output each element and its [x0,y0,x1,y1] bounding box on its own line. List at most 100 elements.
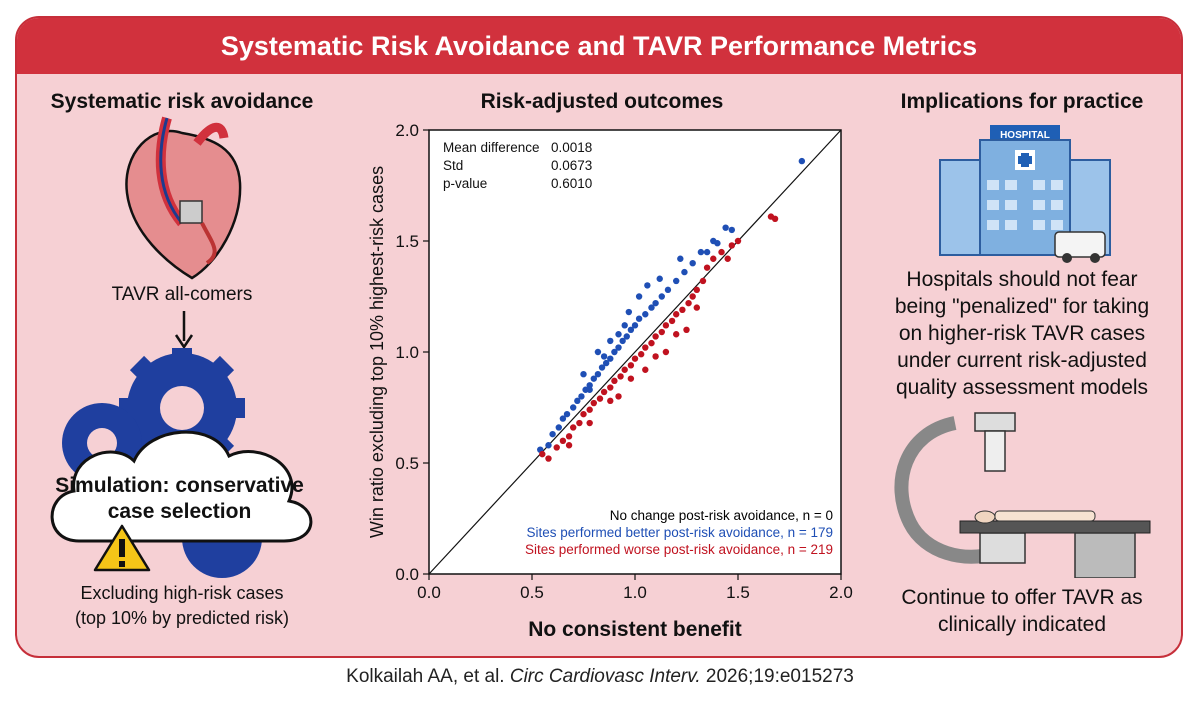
data-point [627,326,635,333]
data-point [710,255,717,262]
implications-text: Hospitals should not fear being "penaliz… [867,266,1177,401]
data-point [623,333,630,340]
data-point [637,351,645,358]
data-point [718,248,725,256]
heart-caption: TAVR all-comers [111,284,253,305]
data-point [555,424,562,431]
data-point [648,339,655,347]
data-point [617,373,624,380]
implications-line4: under current risk-adjusted [897,349,1147,372]
citation-authors: Kolkailah AA, et al. [346,666,505,687]
data-point [677,255,684,262]
data-point [658,293,665,300]
citation: Kolkailah AA, et al. Circ Cardiovasc Int… [0,666,1200,688]
data-point [559,415,567,422]
data-point [586,419,593,427]
data-point [681,268,688,276]
stat-value: 0.0018 [551,140,592,155]
data-point [631,355,639,362]
excluding-text: Excluding high-risk cases (top 10% by pr… [27,581,337,631]
data-point [539,450,546,458]
down-arrow-icon [174,311,194,350]
data-point [607,384,614,391]
data-point [545,455,552,462]
x-tick-label: 0.5 [520,583,544,602]
stat-label: p-value [443,176,487,191]
data-point [621,322,628,329]
data-point [565,433,573,440]
data-point [689,260,696,267]
hospital-icon: HOSPITAL [939,125,1111,263]
data-point [600,388,608,396]
data-point [580,371,587,378]
data-point [693,286,700,294]
data-point [714,240,721,247]
data-point [627,362,635,369]
cloud-text-line2: case selection [107,500,252,523]
citation-details: 2026;19:e015273 [705,666,854,687]
cloud-shape [50,430,313,543]
data-point [699,277,707,285]
data-point [607,397,614,405]
data-point [602,359,610,367]
data-point [771,215,779,222]
data-point [600,353,608,360]
y-tick-label: 1.5 [395,232,419,251]
implications-line1: Hospitals should not fear [906,268,1138,291]
data-point [673,311,680,318]
data-point [642,366,649,373]
data-point [697,248,705,256]
legend-entry: Sites performed worse post-risk avoidanc… [525,542,833,557]
data-point [656,275,663,282]
data-point [607,337,614,345]
excluding-line2: (top 10% by predicted risk) [74,608,290,628]
implications-line2: being "penalized" for taking [894,295,1150,318]
data-point [693,304,700,311]
data-point [598,364,606,371]
data-point [611,348,618,356]
legend-entry: No change post-risk avoidance, n = 0 [610,508,833,523]
stat-value: 0.0673 [551,158,592,173]
data-point [668,317,676,325]
y-axis-label: Win ratio excluding top 10% highest-risk… [367,166,387,538]
data-point [570,404,577,411]
data-point [685,299,692,307]
data-point [703,264,711,271]
bottom-line1: Continue to offer TAVR as [901,586,1143,609]
data-point [607,355,614,362]
data-point [596,395,604,402]
data-point [594,348,602,356]
data-point [664,286,672,294]
data-point [611,377,618,385]
data-point [570,424,577,431]
data-point [635,315,643,322]
data-point [545,442,552,449]
banner-title: Systematic Risk Avoidance and TAVR Perfo… [17,18,1181,74]
bottom-line2: clinically indicated [937,613,1107,636]
data-point [625,308,633,316]
data-point [619,337,626,345]
data-point [642,311,649,318]
chart-conclusion: No consistent benefit [528,618,742,638]
data-point [615,331,622,338]
left-column-title: Systematic risk avoidance [50,90,314,113]
scatter-chart: 0.0 0.5 1.0 1.5 2.0 0.0 0.5 1.0 1.5 2.0 Mean diffe… [367,121,853,641]
identity-line [428,129,842,575]
data-point [586,406,593,413]
data-point [703,248,711,256]
x-tick-label: 1.0 [623,583,647,602]
bottom-implication: Continue to offer TAVR as clinically ind… [867,584,1177,638]
data-point [621,366,628,373]
stat-label: Mean difference [443,140,540,155]
y-tick-label: 1.0 [395,343,419,362]
data-point [563,410,571,418]
stat-value: 0.6010 [551,176,592,191]
data-point [652,333,659,340]
data-point [724,255,731,262]
data-point [644,282,651,289]
data-point [586,386,593,393]
data-point [574,397,581,405]
data-point [615,393,622,400]
data-point [648,304,655,311]
data-point [662,348,670,356]
